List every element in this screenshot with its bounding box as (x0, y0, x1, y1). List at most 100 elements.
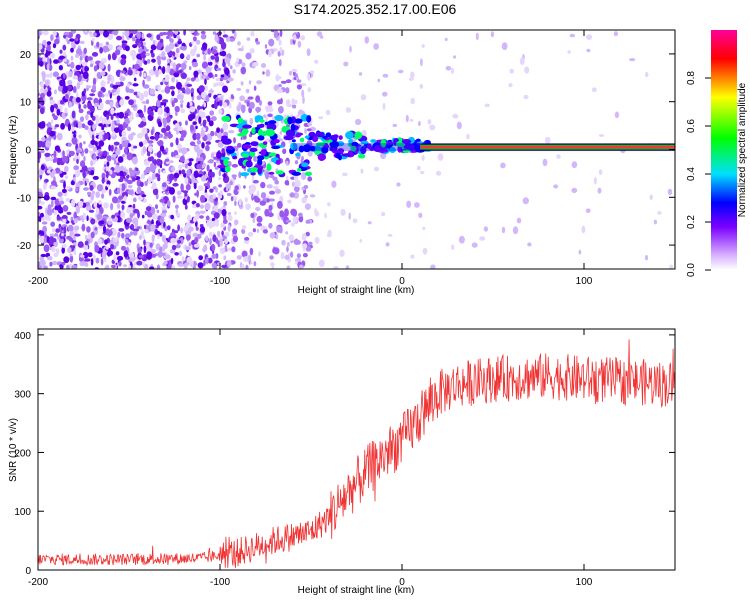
noise-speck (116, 35, 122, 41)
noise-speck (211, 243, 215, 251)
noise-speck (105, 166, 110, 173)
noise-speck (89, 150, 94, 154)
noise-speck (95, 30, 100, 34)
noise-speck (56, 108, 61, 116)
signal-blob (240, 172, 250, 177)
noise-speck (437, 153, 444, 161)
noise-speck (282, 148, 287, 155)
noise-speck (286, 103, 293, 108)
noise-speck (90, 111, 94, 118)
noise-speck (355, 118, 362, 126)
noise-speck (188, 158, 194, 162)
noise-speck (155, 173, 159, 178)
noise-speck (98, 61, 105, 70)
signal-blob (282, 125, 287, 132)
noise-speck (231, 30, 236, 34)
noise-speck (171, 76, 176, 83)
signal-blob (315, 142, 325, 147)
noise-speck (136, 70, 140, 75)
noise-speck (327, 202, 331, 207)
noise-speck (39, 259, 46, 267)
noise-speck (115, 251, 120, 256)
noise-speck (264, 105, 270, 111)
noise-speck (179, 53, 185, 60)
noise-speck (107, 63, 111, 72)
noise-speck (168, 42, 175, 50)
noise-speck (75, 97, 81, 103)
noise-speck (291, 181, 295, 187)
noise-speck (226, 192, 232, 197)
noise-speck (106, 120, 111, 125)
noise-speck (220, 128, 224, 134)
noise-speck (71, 126, 75, 132)
noise-speck (527, 242, 532, 247)
noise-speck (224, 67, 230, 75)
signal-blob (237, 117, 244, 124)
noise-speck (220, 50, 227, 57)
noise-speck (133, 91, 139, 96)
noise-speck (113, 127, 120, 133)
noise-speck (102, 45, 109, 53)
noise-speck (230, 95, 235, 100)
noise-speck (193, 183, 197, 190)
noise-speck (72, 86, 77, 93)
noise-speck (63, 165, 69, 173)
noise-speck (39, 87, 45, 93)
noise-speck (309, 194, 316, 198)
x-tick-label: -100 (210, 577, 230, 588)
noise-speck (107, 220, 113, 226)
noise-speck (126, 126, 132, 132)
signal-blob (290, 142, 298, 151)
noise-speck (653, 219, 658, 225)
noise-speck (161, 66, 166, 75)
noise-speck (339, 249, 345, 257)
signal-blob (260, 149, 266, 156)
noise-speck (112, 84, 119, 89)
noise-speck (47, 87, 52, 91)
noise-speck (185, 221, 192, 228)
snr-y-label: SNR (10 * v/v) (8, 418, 19, 482)
noise-speck (195, 213, 199, 221)
noise-speck (180, 108, 186, 114)
noise-speck (142, 236, 146, 240)
noise-speck (292, 104, 297, 109)
noise-speck (234, 219, 239, 225)
y-tick-label: 400 (14, 331, 31, 342)
noise-speck (419, 83, 424, 89)
noise-speck (52, 31, 57, 37)
noise-speck (279, 30, 283, 37)
noise-speck (43, 244, 50, 253)
signal-blob (360, 146, 367, 155)
noise-speck (268, 222, 273, 229)
noise-speck (128, 252, 135, 258)
noise-speck (172, 62, 177, 71)
noise-speck (296, 79, 302, 83)
noise-speck (41, 71, 46, 77)
noise-speck (288, 234, 294, 242)
noise-speck (165, 125, 171, 132)
noise-speck (176, 81, 182, 90)
noise-speck (174, 53, 179, 58)
noise-speck (162, 117, 166, 123)
noise-speck (186, 169, 191, 178)
noise-speck (175, 154, 181, 159)
noise-speck (91, 134, 95, 142)
noise-speck (215, 98, 219, 103)
noise-speck (221, 148, 225, 154)
noise-speck (121, 232, 125, 239)
noise-speck (230, 196, 234, 202)
noise-speck (143, 239, 146, 246)
noise-speck (301, 233, 307, 241)
signal-blob (386, 141, 394, 145)
noise-speck (63, 58, 67, 62)
noise-speck (121, 200, 126, 204)
noise-speck (110, 264, 116, 269)
noise-speck (307, 73, 311, 81)
noise-speck (293, 238, 300, 245)
noise-speck (59, 79, 65, 87)
noise-speck (51, 113, 56, 117)
noise-speck (208, 93, 212, 98)
noise-speck (114, 165, 121, 173)
noise-speck (49, 130, 56, 137)
noise-speck (38, 235, 41, 239)
